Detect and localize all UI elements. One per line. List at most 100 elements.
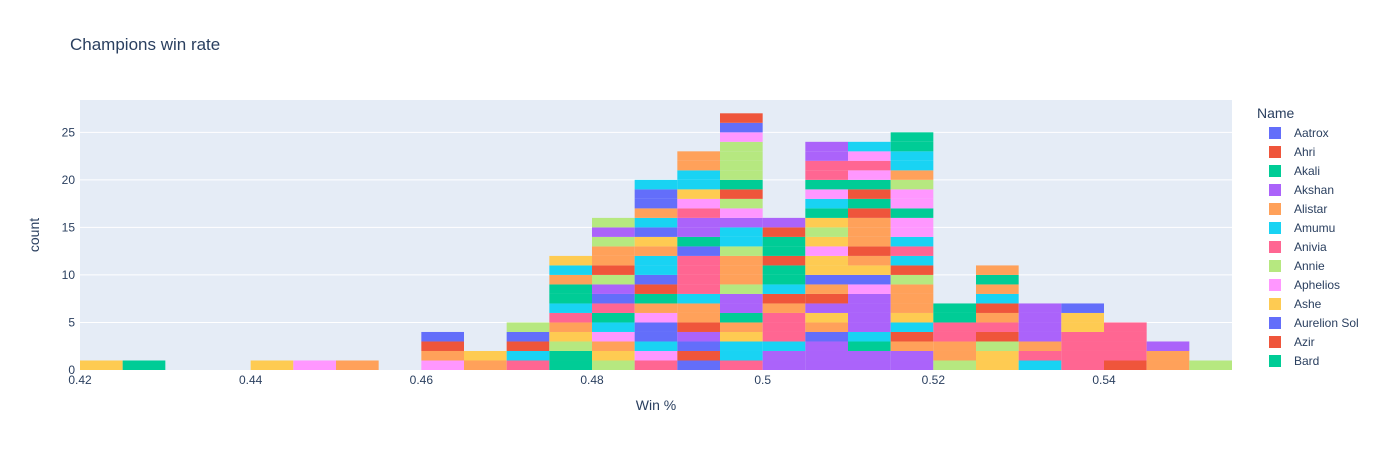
- bar-segment[interactable]: [634, 179, 678, 190]
- bar-segment[interactable]: [933, 350, 976, 361]
- bar-segment[interactable]: [848, 293, 891, 304]
- bar-segment[interactable]: [80, 360, 123, 370]
- bar-segment[interactable]: [421, 341, 464, 351]
- bar-segment[interactable]: [805, 255, 848, 266]
- bar-segment[interactable]: [848, 331, 891, 342]
- bar-segment[interactable]: [890, 293, 934, 304]
- legend-item[interactable]: Azir: [1269, 335, 1315, 349]
- bar-segment[interactable]: [762, 360, 806, 370]
- bar-segment[interactable]: [890, 151, 934, 161]
- bar-segment[interactable]: [933, 341, 976, 351]
- bar-segment[interactable]: [890, 274, 934, 285]
- bar-segment[interactable]: [933, 312, 976, 323]
- bar-segment[interactable]: [1018, 331, 1062, 342]
- bar-segment[interactable]: [592, 217, 635, 228]
- bar-segment[interactable]: [720, 312, 763, 323]
- bar-segment[interactable]: [677, 293, 720, 304]
- bar-segment[interactable]: [549, 350, 592, 361]
- bar-segment[interactable]: [634, 293, 678, 304]
- bar-segment[interactable]: [976, 312, 1019, 323]
- bar-segment[interactable]: [592, 284, 635, 294]
- bar-segment[interactable]: [762, 255, 806, 266]
- bar-segment[interactable]: [848, 274, 891, 285]
- bar-segment[interactable]: [634, 274, 678, 285]
- bar-segment[interactable]: [762, 227, 806, 237]
- bar-segment[interactable]: [677, 189, 720, 199]
- bar-segment[interactable]: [890, 179, 934, 190]
- bar-segment[interactable]: [976, 293, 1019, 304]
- bar-segment[interactable]: [720, 284, 763, 294]
- bar-segment[interactable]: [720, 217, 763, 228]
- bar-segment[interactable]: [549, 284, 592, 294]
- bar-segment[interactable]: [720, 331, 763, 342]
- bar-segment[interactable]: [805, 312, 848, 323]
- bar-segment[interactable]: [976, 331, 1019, 342]
- bar-segment[interactable]: [720, 322, 763, 332]
- bar-segment[interactable]: [805, 360, 848, 370]
- bar-segment[interactable]: [890, 312, 934, 323]
- legend-item[interactable]: Aatrox: [1269, 126, 1329, 140]
- legend[interactable]: Name Aatrox Ahri Akali Akshan Alistar Amumu An…: [1257, 105, 1359, 368]
- bar-segment[interactable]: [890, 246, 934, 256]
- bar-segment[interactable]: [762, 341, 806, 351]
- bar-segment[interactable]: [805, 151, 848, 161]
- bar-segment[interactable]: [592, 274, 635, 285]
- bar-segment[interactable]: [720, 122, 763, 133]
- legend-item[interactable]: Annie: [1269, 259, 1325, 273]
- bar-segment[interactable]: [1018, 341, 1062, 351]
- bar-segment[interactable]: [848, 170, 891, 180]
- bar-segment[interactable]: [848, 322, 891, 332]
- bar-segment[interactable]: [720, 170, 763, 180]
- bar-segment[interactable]: [1104, 360, 1147, 370]
- bar-segment[interactable]: [976, 265, 1019, 275]
- bar-segment[interactable]: [762, 284, 806, 294]
- bar-segment[interactable]: [677, 208, 720, 218]
- bar-segment[interactable]: [592, 360, 635, 370]
- bar-segment[interactable]: [805, 284, 848, 294]
- bar-segment[interactable]: [848, 360, 891, 370]
- bar-segment[interactable]: [805, 217, 848, 228]
- bar-segment[interactable]: [549, 274, 592, 285]
- bar-segment[interactable]: [634, 341, 678, 351]
- bar-segment[interactable]: [677, 151, 720, 161]
- bar-segment[interactable]: [1146, 350, 1190, 361]
- bar-segment[interactable]: [976, 350, 1019, 361]
- bar-segment[interactable]: [592, 227, 635, 237]
- bar-segment[interactable]: [464, 350, 507, 361]
- bar-segment[interactable]: [592, 341, 635, 351]
- bar-segment[interactable]: [592, 255, 635, 266]
- bar-segment[interactable]: [720, 160, 763, 171]
- bar-segment[interactable]: [890, 331, 934, 342]
- bar-segment[interactable]: [720, 274, 763, 285]
- bar-segment[interactable]: [762, 246, 806, 256]
- bar-segment[interactable]: [549, 322, 592, 332]
- bar-segment[interactable]: [634, 217, 678, 228]
- bar-segment[interactable]: [890, 255, 934, 266]
- bar-segment[interactable]: [549, 303, 592, 313]
- bar-segment[interactable]: [720, 113, 763, 123]
- bar-segment[interactable]: [592, 331, 635, 342]
- bar-segment[interactable]: [720, 189, 763, 199]
- bar-segment[interactable]: [720, 293, 763, 304]
- bar-segment[interactable]: [634, 312, 678, 323]
- bar-segment[interactable]: [1018, 350, 1062, 361]
- bar-segment[interactable]: [848, 141, 891, 152]
- bar-segment[interactable]: [677, 322, 720, 332]
- bar-segment[interactable]: [421, 350, 464, 361]
- bar-segment[interactable]: [976, 360, 1019, 370]
- bar-segment[interactable]: [805, 160, 848, 171]
- bar-segment[interactable]: [634, 322, 678, 332]
- bar-segment[interactable]: [1104, 350, 1147, 361]
- bar-segment[interactable]: [720, 132, 763, 142]
- bar-segment[interactable]: [848, 350, 891, 361]
- bar-segment[interactable]: [592, 265, 635, 275]
- bar-segment[interactable]: [677, 198, 720, 209]
- bar-segment[interactable]: [848, 208, 891, 218]
- legend-item[interactable]: Bard: [1269, 354, 1319, 368]
- bar-segment[interactable]: [890, 265, 934, 275]
- bar-segment[interactable]: [336, 360, 379, 370]
- bar-segment[interactable]: [890, 284, 934, 294]
- legend-item[interactable]: Aphelios: [1269, 278, 1340, 292]
- bar-segment[interactable]: [506, 331, 550, 342]
- bar-segment[interactable]: [720, 265, 763, 275]
